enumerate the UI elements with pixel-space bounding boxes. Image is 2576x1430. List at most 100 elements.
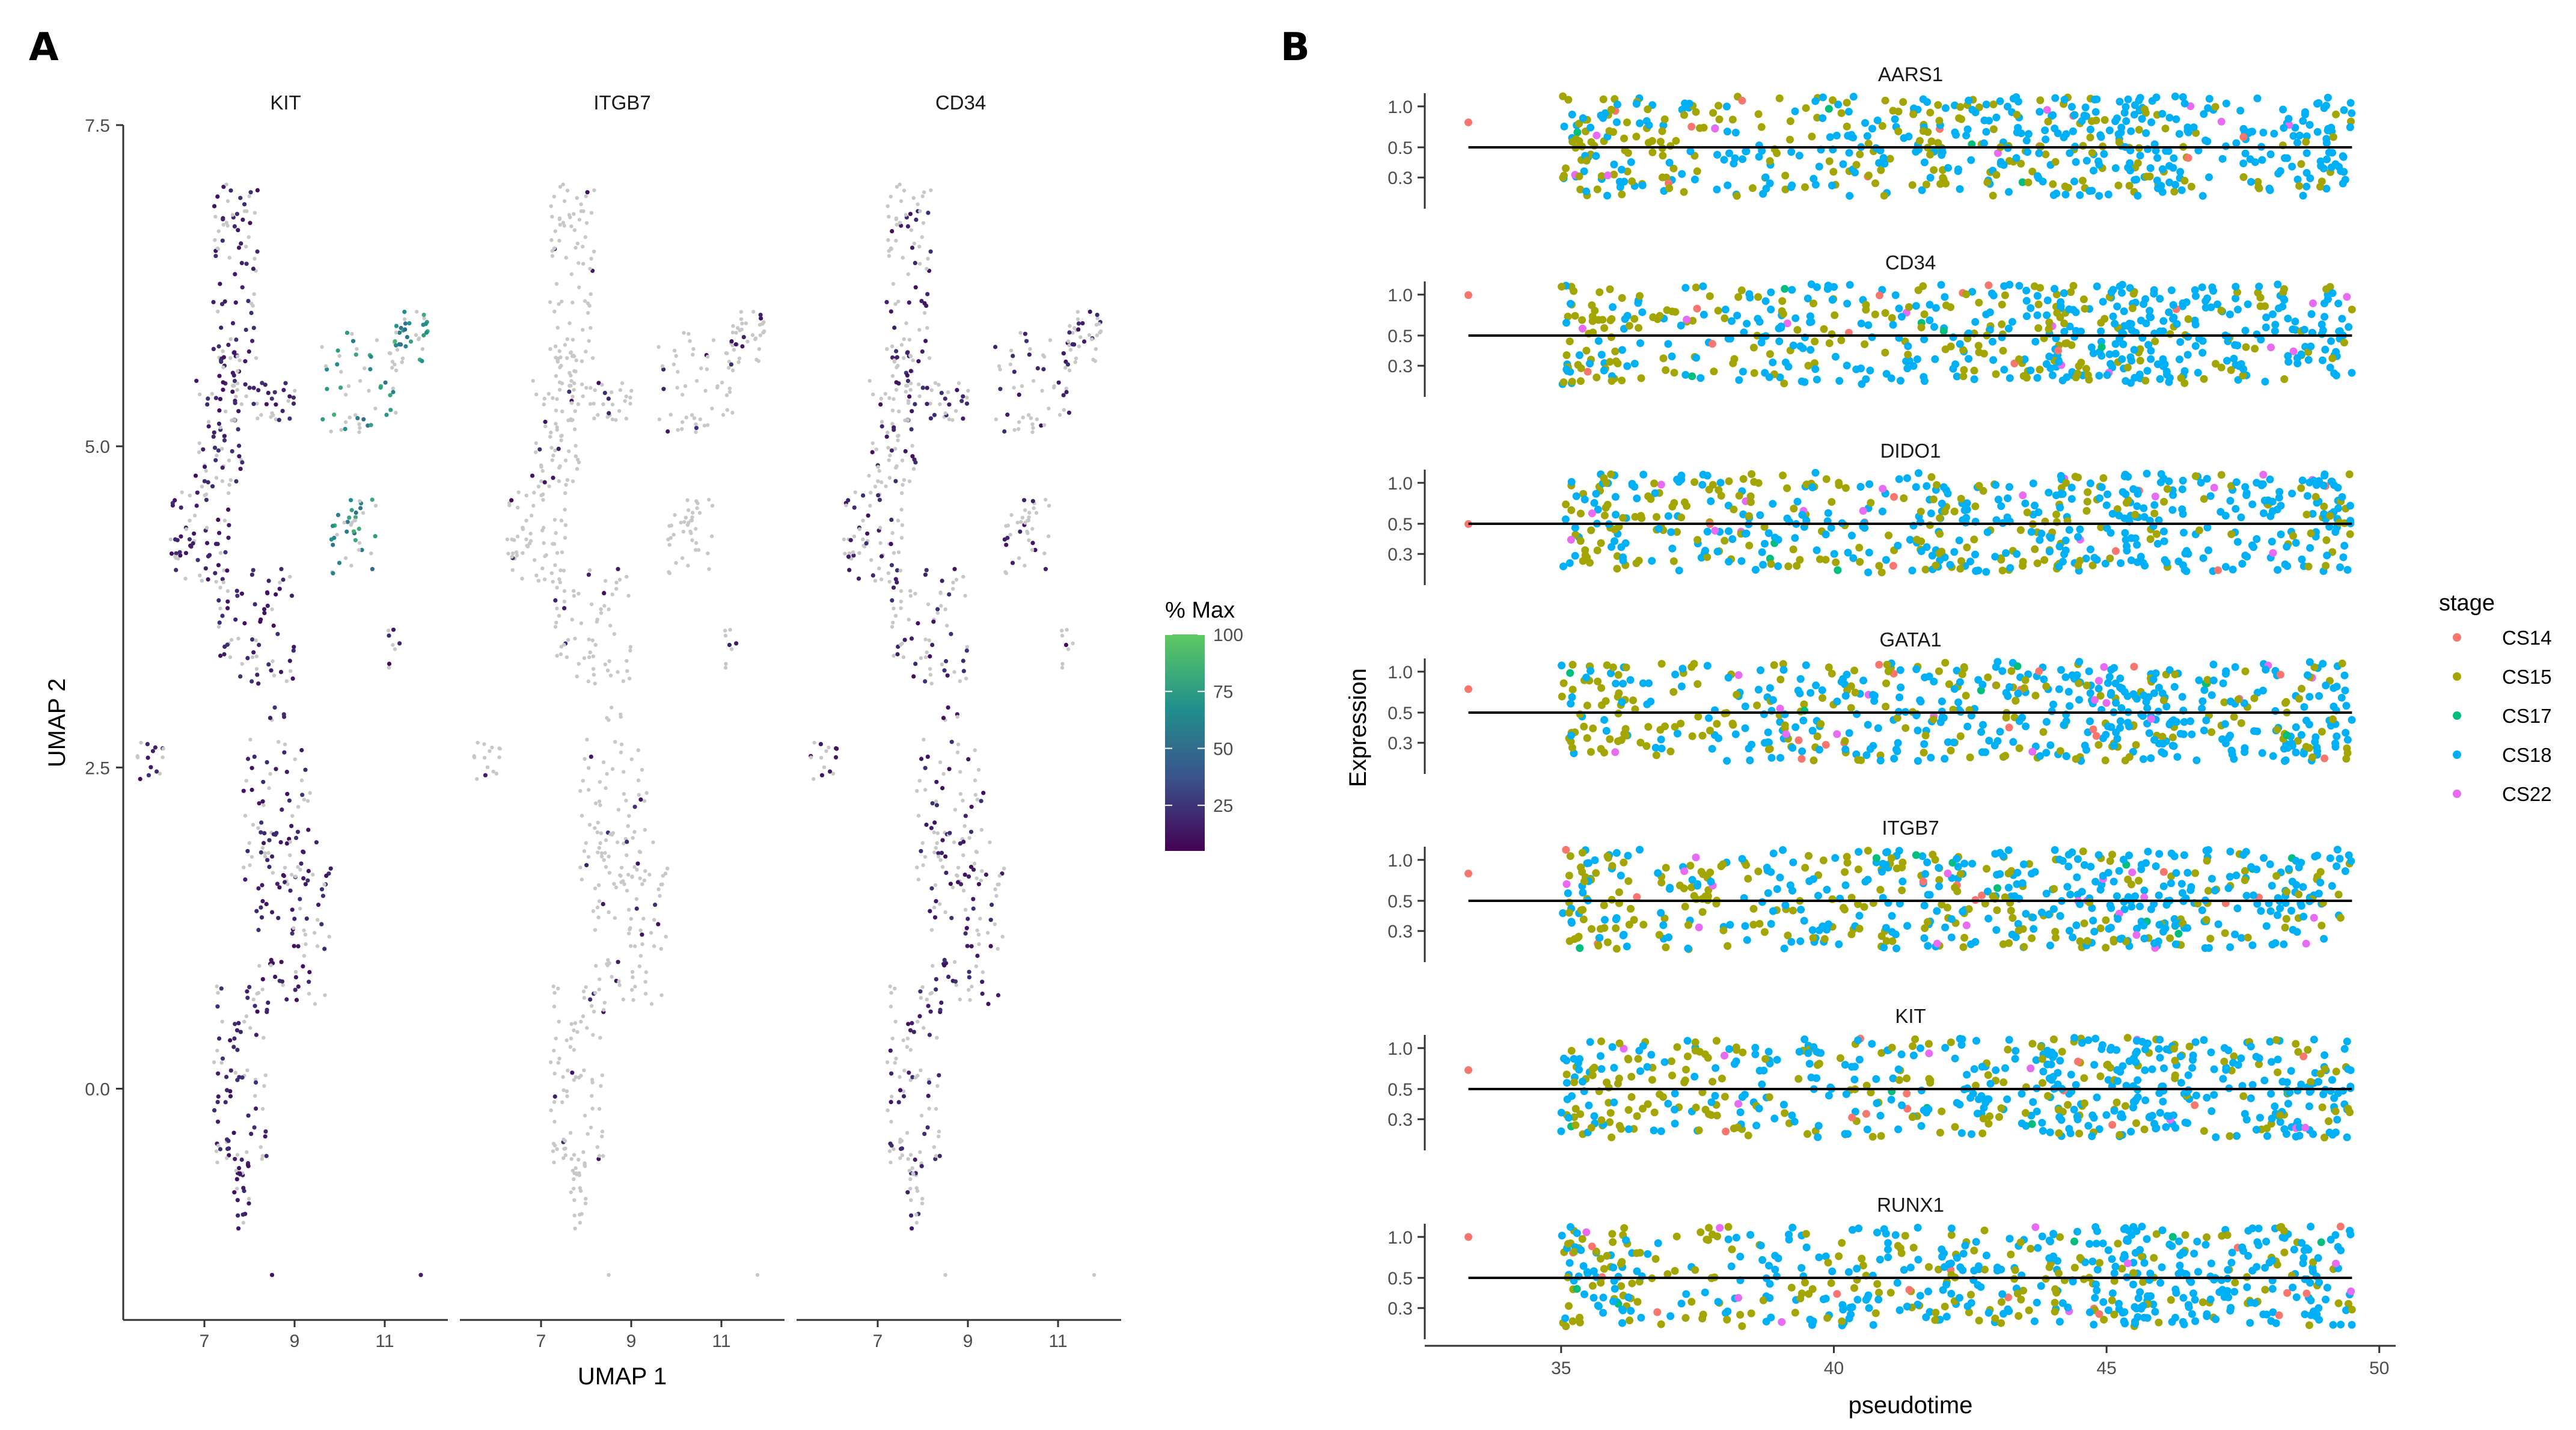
expression-point	[1873, 116, 1882, 124]
umap-cell-point	[581, 779, 585, 783]
umap-cell-point	[685, 498, 690, 502]
expression-point	[1864, 171, 1873, 180]
expression-point	[1843, 671, 1851, 679]
expression-point	[2266, 907, 2275, 915]
expression-point	[1731, 154, 1739, 162]
umap-cell-point	[828, 769, 833, 774]
expression-point	[1580, 496, 1589, 504]
umap-cell-point	[600, 1134, 604, 1139]
umap-cell-point	[554, 1036, 558, 1041]
expression-point	[2307, 342, 2315, 351]
expression-point	[1767, 288, 1775, 296]
expression-point	[2217, 307, 2226, 315]
umap-cell-point	[629, 388, 634, 393]
expression-point	[2340, 542, 2349, 550]
umap-cell-point	[233, 418, 237, 422]
umap-cell-point	[245, 995, 250, 1000]
umap-cell-point	[497, 755, 501, 759]
expression-point	[2326, 363, 2334, 372]
expression-point	[1897, 683, 1905, 692]
expression-point	[1993, 149, 2002, 158]
expression-point	[2086, 717, 2094, 725]
umap-cell-point	[605, 716, 609, 720]
expression-point	[1578, 316, 1586, 324]
umap-cell-point	[643, 980, 647, 984]
umap-cell-point	[634, 906, 639, 911]
umap-cell-point	[558, 185, 563, 189]
expression-point	[2180, 566, 2189, 574]
expression-point	[1586, 747, 1595, 756]
expression-point	[1567, 506, 1576, 514]
umap-cell-point	[320, 417, 325, 422]
umap-cell-point	[239, 241, 243, 246]
expression-point	[2194, 369, 2202, 377]
expression-point	[1703, 661, 1712, 670]
umap-cell-point	[373, 407, 378, 411]
umap-cell-point	[203, 493, 207, 497]
umap-cell-point	[598, 803, 602, 808]
umap-cell-point	[934, 803, 939, 808]
expression-point	[1733, 192, 1741, 200]
expression-point	[1960, 506, 1969, 514]
expression-point	[1567, 699, 1575, 708]
color-scale-tick-label: 50	[1213, 739, 1233, 759]
expression-point	[2048, 112, 2056, 120]
umap-cell-point	[221, 355, 226, 360]
umap-cell-point	[264, 1153, 269, 1158]
umap-cell-point	[904, 321, 908, 325]
expression-point	[2241, 483, 2250, 491]
expression-point	[2267, 343, 2275, 352]
umap-cell-point	[215, 984, 219, 989]
umap-feature-panel: KIT ITGB7 CD34 0.02.55.07.5 7 9 11 7 9 11 7 9 11…	[44, 91, 1243, 1390]
umap-cell-point	[1066, 339, 1071, 343]
umap-cell-point	[585, 190, 590, 195]
umap-cell-point	[907, 479, 912, 483]
umap-cell-point	[993, 887, 997, 892]
umap-cell-point	[483, 773, 488, 778]
umap-points	[135, 182, 430, 1277]
umap-cell-point	[851, 553, 856, 558]
umap-cell-point	[933, 1156, 938, 1161]
umap-cell-point	[258, 619, 263, 624]
expression-point	[2239, 372, 2247, 379]
umap-cell-point	[943, 607, 947, 612]
expression-point	[2165, 308, 2173, 316]
expression-point	[1627, 158, 1635, 167]
expression-point	[1651, 489, 1659, 497]
umap-cell-point	[964, 677, 968, 681]
umap-cell-point	[531, 503, 536, 508]
umap-cell-point	[599, 851, 604, 856]
umap-cell-point	[505, 537, 509, 542]
expression-point	[1667, 528, 1675, 536]
umap-cell-point	[916, 621, 920, 626]
umap-cell-point	[890, 374, 895, 378]
expression-point	[2158, 109, 2167, 118]
expression-point	[1711, 124, 1719, 133]
umap-cell-point	[631, 836, 635, 840]
umap-cell-point	[213, 254, 218, 259]
umap-cell-point	[584, 1197, 588, 1201]
expression-point	[2117, 559, 2125, 567]
umap-cell-point	[251, 568, 255, 572]
umap-cell-point	[251, 325, 256, 330]
umap-cell-point	[603, 851, 607, 855]
expression-point	[2339, 152, 2347, 161]
expression-point	[1963, 499, 1971, 508]
umap-cell-point	[971, 897, 976, 901]
umap-cell-point	[251, 402, 256, 407]
expression-point	[1941, 104, 1950, 112]
expression-point	[2276, 167, 2284, 175]
expression-point	[1912, 302, 1920, 310]
umap-cell-point	[727, 386, 732, 391]
expression-point	[1631, 513, 1639, 521]
expression-point	[2348, 716, 2356, 724]
umap-cell-point	[292, 645, 296, 649]
umap-cell-point	[1066, 410, 1071, 415]
umap-cell-point	[848, 538, 853, 542]
expression-point	[2304, 562, 2313, 571]
expression-point	[1673, 528, 1681, 536]
umap-cell-point	[227, 523, 231, 527]
expression-point	[2122, 499, 2131, 507]
umap-cell-point	[265, 591, 270, 596]
umap-cell-point	[619, 880, 623, 885]
